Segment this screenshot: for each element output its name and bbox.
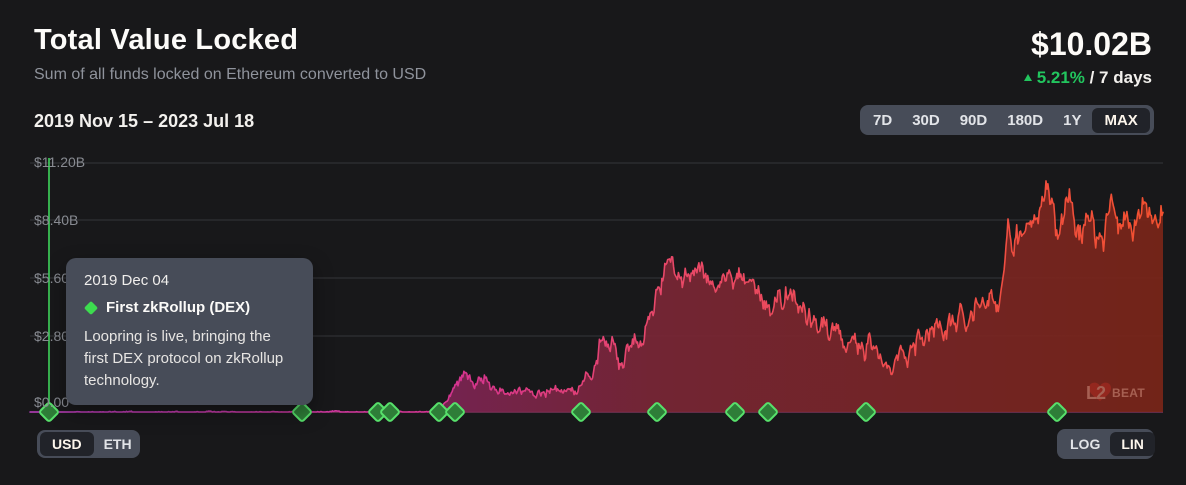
svg-text:2: 2 [1096, 383, 1106, 403]
svg-text:BEAT: BEAT [1112, 386, 1145, 400]
